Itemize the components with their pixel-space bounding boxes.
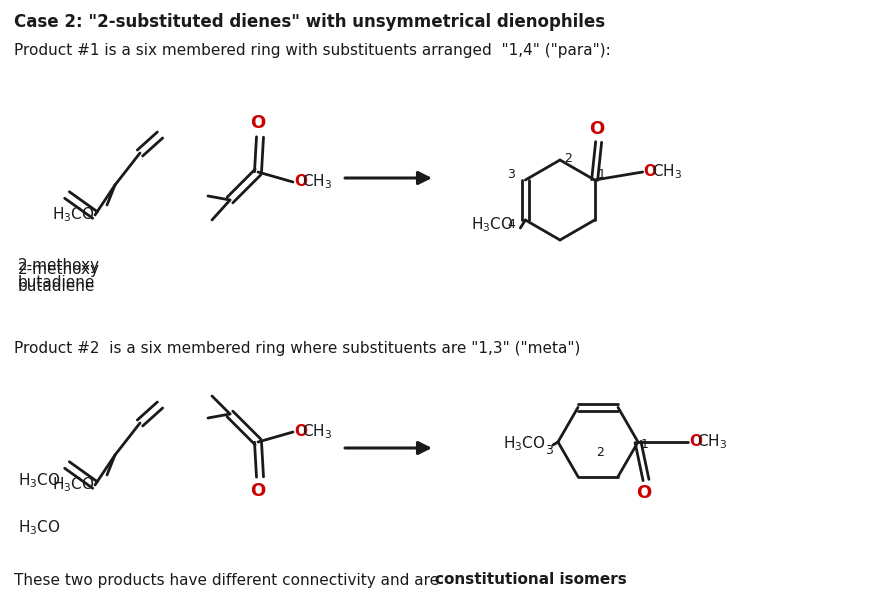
Text: 4: 4 <box>508 219 515 232</box>
Text: 2: 2 <box>596 445 604 459</box>
Text: O: O <box>294 175 307 190</box>
Text: O: O <box>250 114 266 132</box>
Text: 2: 2 <box>564 152 572 164</box>
Text: O: O <box>589 120 604 138</box>
Text: H$_3$CO: H$_3$CO <box>18 519 61 538</box>
Text: 1: 1 <box>597 167 605 181</box>
Text: H$_3$CO: H$_3$CO <box>18 471 61 491</box>
Text: CH$_3$: CH$_3$ <box>651 163 682 181</box>
Text: O: O <box>294 424 307 439</box>
Text: constitutional isomers: constitutional isomers <box>435 573 627 588</box>
Text: 2-methoxy
butadiene: 2-methoxy butadiene <box>18 262 100 294</box>
Text: These two products have different connectivity and are: These two products have different connec… <box>14 573 444 588</box>
Text: H$_3$CO: H$_3$CO <box>471 216 514 234</box>
Text: O: O <box>637 484 651 502</box>
Text: 3: 3 <box>508 169 515 181</box>
Text: H$_3$CO: H$_3$CO <box>503 435 546 453</box>
Text: CH$_3$: CH$_3$ <box>302 423 332 441</box>
Text: O: O <box>644 164 657 179</box>
Text: H$_3$CO: H$_3$CO <box>52 476 95 494</box>
Text: 2-methoxy
butadiene: 2-methoxy butadiene <box>18 258 100 290</box>
Text: Product #1 is a six membered ring with substituents arranged  "1,4" ("para"):: Product #1 is a six membered ring with s… <box>14 43 610 58</box>
Text: CH$_3$: CH$_3$ <box>302 173 332 191</box>
Text: H$_3$CO: H$_3$CO <box>52 206 95 225</box>
Text: O: O <box>689 435 702 450</box>
Text: 1: 1 <box>641 438 649 450</box>
Text: Product #2  is a six membered ring where substituents are "1,3" ("meta"): Product #2 is a six membered ring where … <box>14 341 581 356</box>
Text: CH$_3$: CH$_3$ <box>697 433 727 452</box>
Text: O: O <box>250 482 266 500</box>
Text: 3: 3 <box>545 444 553 456</box>
Text: Case 2: "2-substituted dienes" with unsymmetrical dienophiles: Case 2: "2-substituted dienes" with unsy… <box>14 13 605 31</box>
